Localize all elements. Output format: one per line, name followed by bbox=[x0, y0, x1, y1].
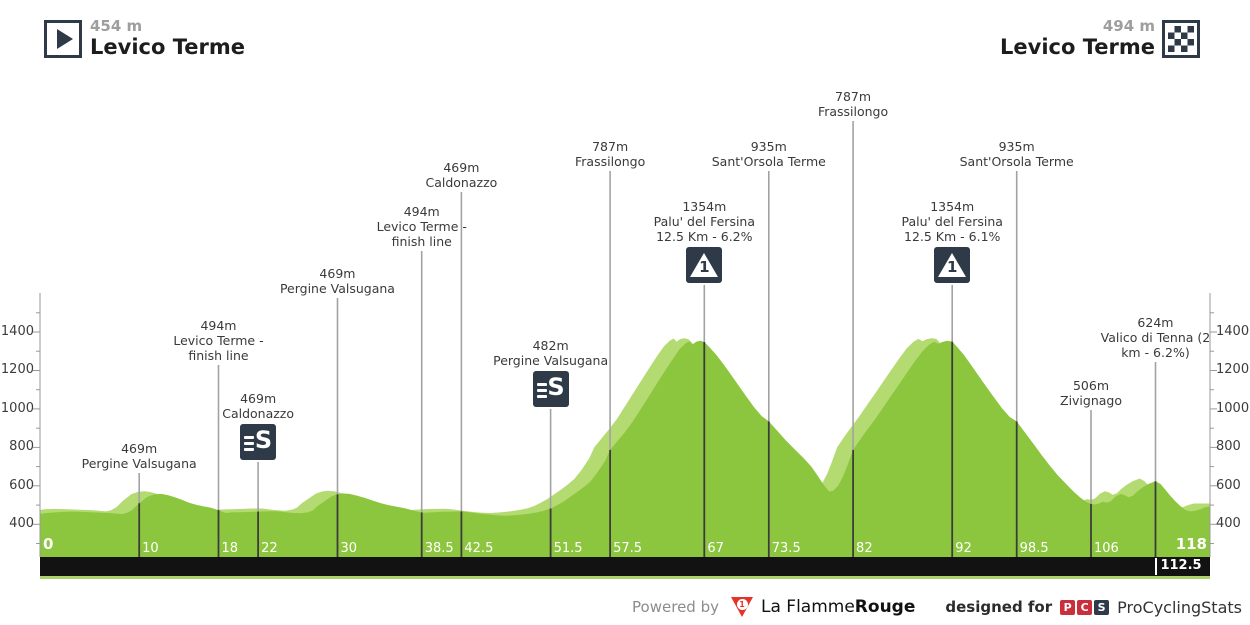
distance-bar bbox=[40, 557, 1210, 576]
x-tick-label: 106 bbox=[1094, 541, 1119, 556]
y-axis-label-right: 1000 bbox=[1216, 400, 1250, 416]
x-tick-label: 22 bbox=[261, 541, 278, 556]
x-tick-label: 82 bbox=[856, 541, 873, 556]
x-tick-label: 98.5 bbox=[1019, 541, 1049, 556]
x-tick-label: 42.5 bbox=[464, 541, 494, 556]
y-axis-label-left: 1000 bbox=[0, 400, 34, 416]
category-1-climb-icon: 1 bbox=[686, 247, 723, 283]
pcs-logo[interactable]: P C S bbox=[1060, 599, 1110, 615]
x-tick-label: 38.5 bbox=[424, 541, 454, 556]
marker-label: 469m Caldonazzo bbox=[425, 160, 498, 190]
marker-label: 935m Sant'Orsola Terme bbox=[959, 139, 1074, 169]
x-tick-label: 92 bbox=[955, 541, 972, 556]
start-block: 454 m Levico Terme bbox=[90, 18, 245, 60]
bottom-green-strip bbox=[40, 576, 1210, 579]
y-axis-label-left: 600 bbox=[9, 477, 34, 493]
axes bbox=[33, 293, 1217, 557]
distance-bar-tick bbox=[1155, 558, 1158, 575]
sprint-speed-lines bbox=[244, 436, 255, 451]
y-axis-label-right: 1400 bbox=[1216, 324, 1250, 339]
sprint-letter: S bbox=[547, 373, 565, 401]
distance-bar-label: 112.5 bbox=[1160, 558, 1202, 573]
marker-label: 469m Caldonazzo bbox=[222, 391, 295, 421]
start-name: Levico Terme bbox=[90, 35, 245, 59]
procyclingstats-label[interactable]: ProCyclingStats bbox=[1117, 597, 1242, 617]
designed-for-label: designed for bbox=[945, 598, 1053, 616]
sprint-letter: S bbox=[254, 426, 273, 454]
marker-label: 469m Pergine Valsugana bbox=[279, 266, 395, 296]
sprint-icon: S bbox=[532, 371, 569, 407]
powered-by-label: Powered by bbox=[632, 598, 719, 616]
la-flamme-rouge-icon[interactable]: 1 bbox=[731, 597, 753, 617]
finish-name: Levico Terme bbox=[1000, 35, 1155, 59]
x-tick-label: 18 bbox=[221, 541, 239, 556]
marker-label: 482m Pergine Valsugana bbox=[493, 338, 609, 368]
x-tick-label: 57.5 bbox=[613, 541, 643, 556]
finish-elevation: 494 m bbox=[1102, 17, 1155, 35]
finish-flag-icon bbox=[1162, 20, 1200, 58]
marker-label: 469m Pergine Valsugana bbox=[81, 441, 197, 471]
y-axis-label-right: 400 bbox=[1216, 516, 1241, 532]
pcs-letter-c: C bbox=[1077, 599, 1093, 615]
marker-label: 787m Frassilongo bbox=[817, 89, 889, 119]
x-tick-label: 0 bbox=[43, 535, 54, 553]
y-axis-label-right: 1200 bbox=[1216, 362, 1250, 378]
y-axis-label-right: 800 bbox=[1216, 439, 1241, 455]
pcs-letter-s: S bbox=[1094, 599, 1110, 615]
lfr-text-regular: La Flamme bbox=[761, 597, 855, 617]
y-axis-label-left: 1200 bbox=[0, 362, 34, 378]
x-tick-label: 30 bbox=[340, 541, 357, 556]
mountain-triangle-icon bbox=[938, 253, 967, 277]
profile-areas bbox=[40, 338, 1210, 576]
mountain-triangle-icon bbox=[690, 253, 719, 277]
start-flag-icon bbox=[44, 20, 82, 58]
y-axis-label-left: 1400 bbox=[0, 324, 34, 339]
y-axis-label-left: 800 bbox=[9, 439, 34, 455]
x-tick-label: 10 bbox=[142, 541, 159, 556]
marker-label: 1354m Palu' del Fersina 12.5 Km - 6.2% bbox=[653, 199, 756, 244]
checkered-flag-pattern bbox=[1168, 26, 1194, 52]
x-tick-label: 73.5 bbox=[771, 541, 801, 556]
y-axis-label-left: 400 bbox=[9, 516, 34, 532]
footer-credits: Powered by 1 La FlammeRouge designed for… bbox=[632, 593, 1242, 621]
marker-label: 624m Valico di Tenna (2 km - 6.2%) bbox=[1100, 315, 1211, 360]
climb-category-number: 1 bbox=[699, 258, 710, 276]
sprint-speed-lines bbox=[536, 383, 547, 398]
lfr-text-bold: Rouge bbox=[854, 597, 916, 617]
y-axis-label-right: 600 bbox=[1216, 477, 1241, 493]
start-elevation: 454 m bbox=[90, 17, 143, 35]
marker-label: 494m Levico Terme - finish line bbox=[173, 318, 264, 363]
sprint-icon: S bbox=[240, 424, 277, 460]
pcs-letter-p: P bbox=[1060, 599, 1076, 615]
x-tick-label: 67 bbox=[707, 541, 724, 556]
x-tick-label: 118 bbox=[1175, 535, 1207, 553]
category-1-climb-icon: 1 bbox=[934, 247, 971, 283]
profile-main-area bbox=[40, 340, 1210, 576]
lfr-number: 1 bbox=[736, 598, 748, 610]
climb-category-number: 1 bbox=[946, 258, 958, 276]
play-triangle-icon bbox=[57, 29, 73, 49]
marker-label: 1354m Palu' del Fersina 12.5 Km - 6.1% bbox=[901, 199, 1003, 244]
marker-label: 494m Levico Terme - finish line bbox=[376, 204, 467, 249]
marker-label: 506m Zivignago bbox=[1060, 378, 1123, 408]
x-tick-label: 51.5 bbox=[553, 541, 583, 556]
finish-block: 494 m Levico Terme bbox=[1000, 18, 1155, 60]
marker-label: 787m Frassilongo bbox=[575, 139, 646, 169]
marker-label: 935m Sant'Orsola Terme bbox=[711, 139, 826, 169]
la-flamme-rouge-logo-text[interactable]: La FlammeRouge bbox=[761, 597, 915, 617]
